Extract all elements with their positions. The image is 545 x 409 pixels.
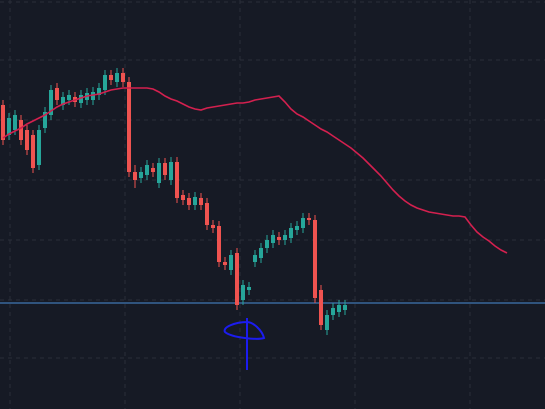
candle-body [187,198,191,205]
plot-area [0,68,545,335]
candle-body [103,75,107,90]
candle-body [319,290,323,325]
candle-body [193,197,197,205]
candle-body [157,163,161,183]
candle-body [199,198,203,205]
candle-body [127,82,131,172]
candle-body [37,130,41,165]
candle-body [19,120,23,140]
candle-body [97,88,101,95]
candle-body [223,262,227,265]
candle-body [331,308,335,315]
candle-body [121,73,125,82]
candle-body [247,287,251,290]
candle-body [229,255,233,270]
candle-body [145,165,149,175]
candle-body [295,226,299,230]
candle-body [25,130,29,150]
candle-body [337,305,341,312]
candle-body [307,218,311,220]
candle-body [313,220,317,298]
candle-body [67,95,71,100]
candle-body [265,240,269,248]
candle-body [343,305,347,310]
candle-body [175,162,179,198]
candle-body [283,235,287,240]
candle-body [301,218,305,228]
candle-body [91,92,95,100]
candle-body [211,225,215,228]
candle-body [163,163,167,175]
candle-body [1,105,5,140]
annotation-drawing [223,318,266,370]
candle-body [241,285,245,300]
candle-body [79,95,83,103]
candle-body [205,203,209,225]
candle-body [13,115,17,130]
candle-body [217,226,221,262]
candle-body [133,172,137,180]
candle-body [61,97,65,105]
candle-body [55,88,59,100]
candle-body [7,118,11,135]
candle-body [49,90,53,115]
candle-body [325,315,329,330]
moving-average-line [2,87,508,254]
candle-body [289,228,293,238]
candle-body [181,195,185,200]
candle-body [235,253,239,305]
candle-body [115,73,119,82]
candle-body [259,248,263,258]
candle-body [151,168,155,172]
candle-body [139,172,143,178]
candle-body [271,235,275,243]
candle-body [43,112,47,128]
candle-body [109,75,113,80]
candle-body [253,255,257,262]
candle-body [169,162,173,180]
candle-body [31,135,35,168]
candle-body [277,237,281,240]
